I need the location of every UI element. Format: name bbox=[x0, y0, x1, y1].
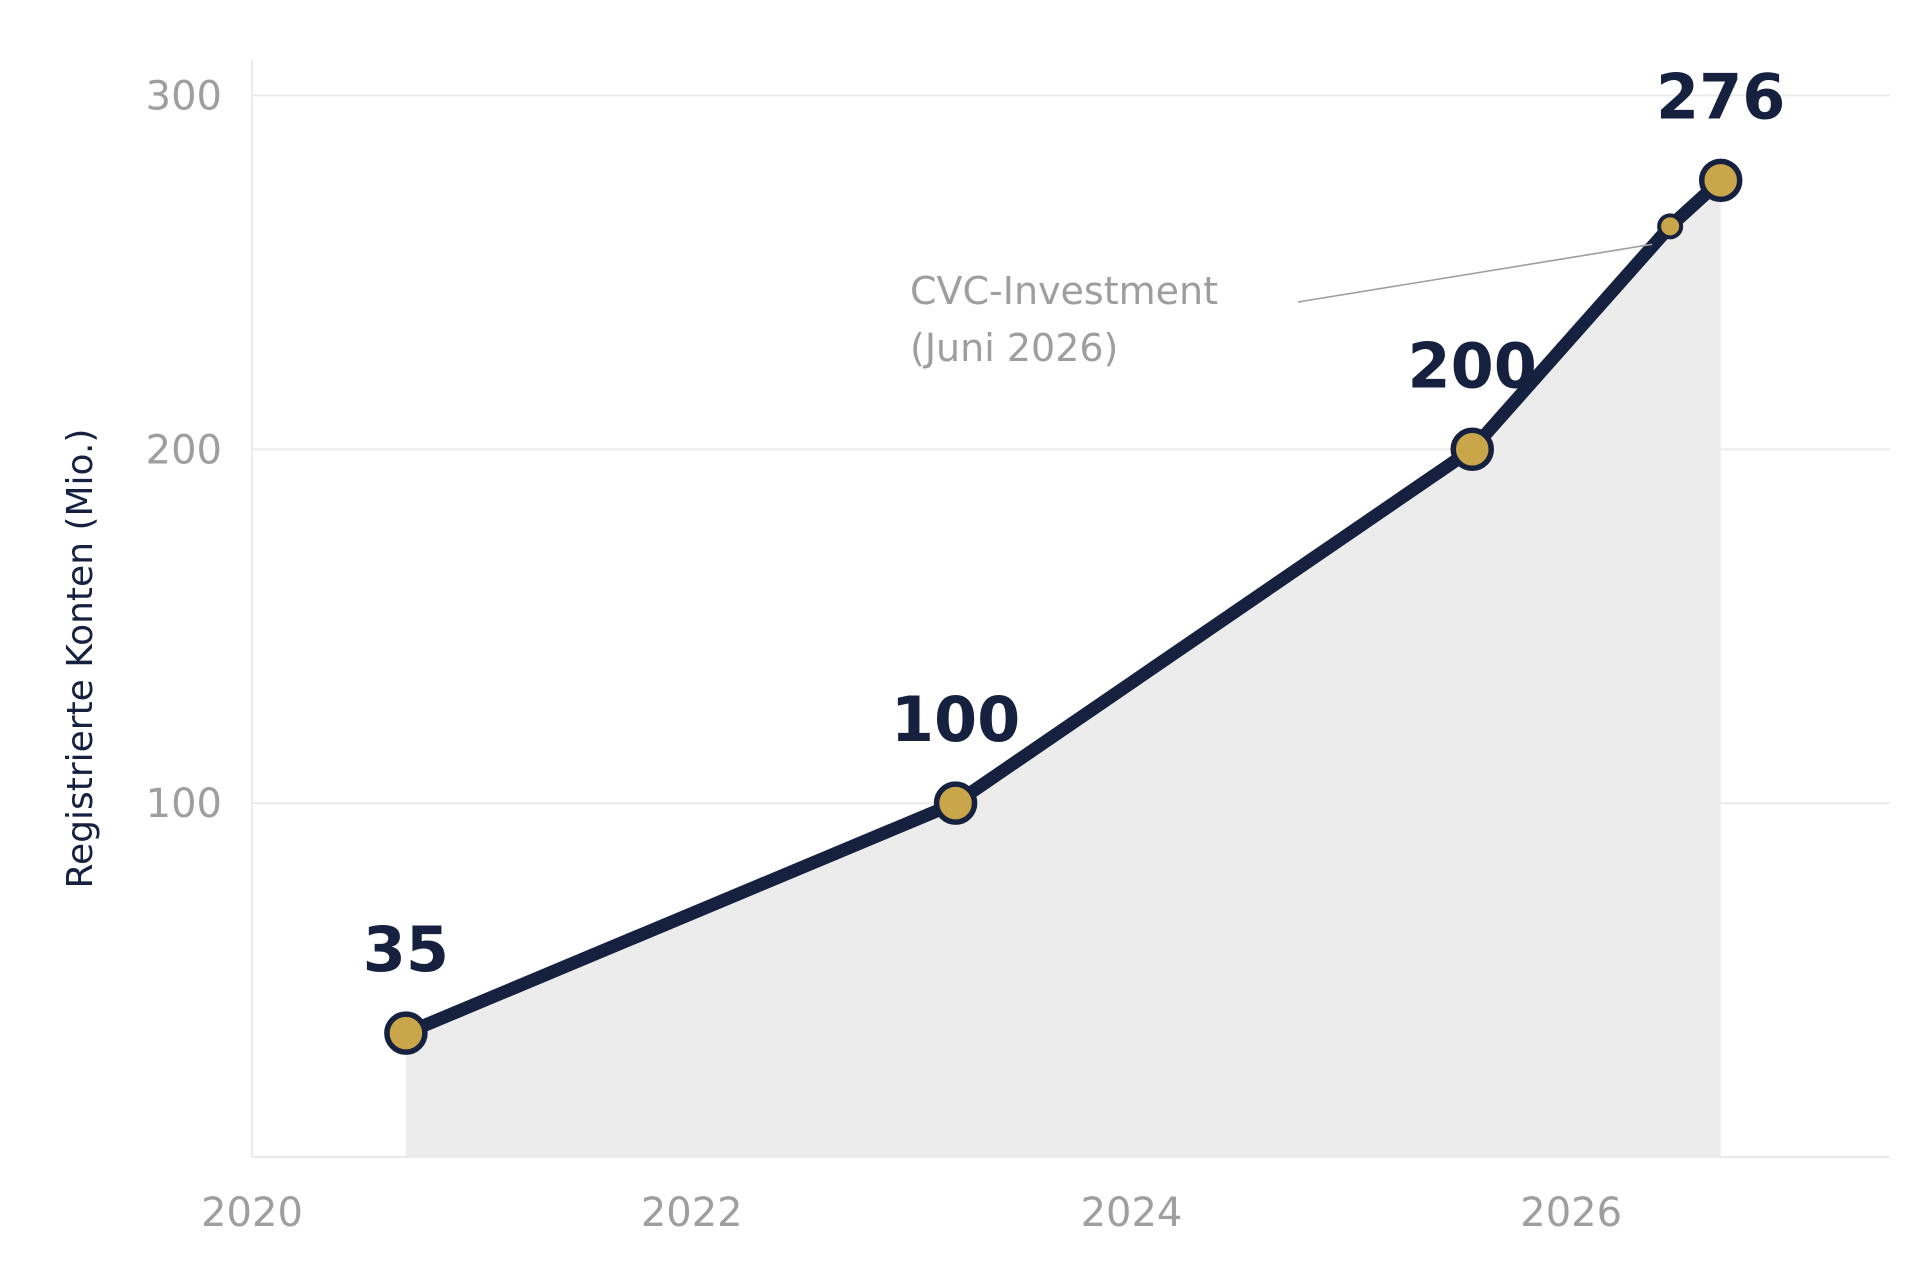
x-tick-labels: 2020 2022 2024 2026 bbox=[201, 1190, 1622, 1236]
data-point-marker bbox=[384, 1011, 428, 1055]
annotation-text-line: (Juni 2026) bbox=[910, 326, 1118, 370]
area-fill-group bbox=[405, 180, 1721, 1157]
area-fill bbox=[405, 180, 1721, 1157]
data-label: 276 bbox=[1656, 60, 1785, 133]
y-tick-labels: 100 200 300 bbox=[146, 73, 222, 827]
axes bbox=[251, 60, 1890, 1158]
y-tick-label: 300 bbox=[146, 73, 222, 119]
annotation-leader-line bbox=[1297, 243, 1653, 303]
data-point-marker bbox=[1698, 158, 1743, 203]
annotation-marker bbox=[1657, 213, 1684, 240]
data-point-marker bbox=[1450, 427, 1495, 472]
x-tick-label: 2020 bbox=[201, 1190, 303, 1236]
x-tick-label: 2024 bbox=[1081, 1190, 1183, 1236]
y-axis-title: Registrierte Konten (Mio.) bbox=[60, 429, 101, 889]
data-label: 100 bbox=[891, 683, 1020, 756]
x-tick-label: 2026 bbox=[1520, 1190, 1622, 1236]
y-tick-label: 200 bbox=[146, 427, 222, 473]
data-label: 35 bbox=[363, 913, 449, 986]
data-label: 200 bbox=[1408, 329, 1537, 402]
annotation-group: CVC-Investment (Juni 2026) bbox=[910, 243, 1653, 370]
y-tick-label: 100 bbox=[146, 781, 222, 827]
x-tick-label: 2022 bbox=[641, 1190, 743, 1236]
data-point-marker bbox=[933, 781, 978, 825]
markers-group bbox=[384, 158, 1743, 1055]
annotation-text-line: CVC-Investment bbox=[910, 269, 1218, 313]
data-labels-group: 35 100 200 276 bbox=[363, 60, 1786, 986]
